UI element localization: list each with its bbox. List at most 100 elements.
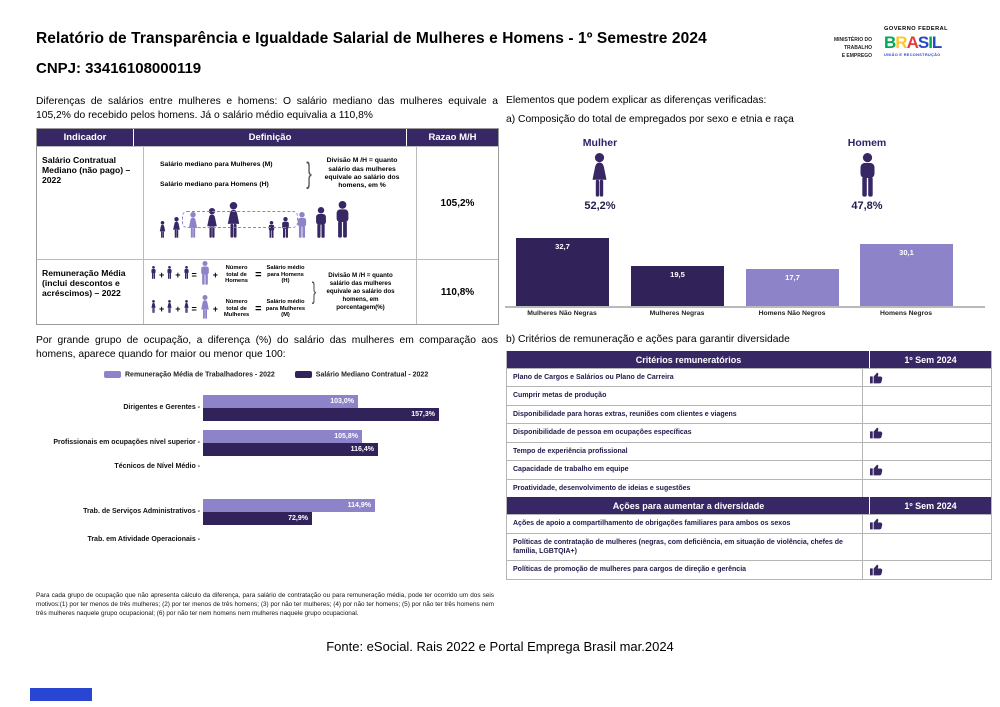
composition-category-label: Homens Não Negros (758, 310, 826, 317)
table-row: Disponibilidade para horas extras, reuni… (507, 404, 991, 424)
criterion-label: Disponibilidade de pessoa em ocupações e… (513, 429, 692, 437)
thumbs-up-icon (862, 515, 991, 533)
period-header: 1º Sem 2024 (870, 351, 991, 368)
table-row: Plano de Cargos e Salários ou Plano de C… (507, 368, 991, 387)
col-definicao: Definição (134, 129, 407, 146)
composition-bar-chart: 32,7 Mulheres Não Negras 19,5 Mulheres Negr… (505, 225, 985, 325)
thumbs-up-icon (862, 369, 991, 387)
period-header: 1º Sem 2024 (870, 497, 991, 515)
man-icon-median (295, 212, 309, 243)
bar-value-label: 72,9% (288, 515, 308, 522)
occupation-intro: Por grande grupo de ocupação, a diferenç… (36, 335, 498, 360)
mulher-label: Mulher (582, 137, 618, 149)
remuneracao-media-bar: 114,9% (203, 499, 375, 512)
criterios-remuneratorios-title: Critérios remuneratórios (508, 351, 870, 368)
mulher-percent: 52,2% (584, 200, 616, 212)
occupation-category-label: Técnicos de Nível Médio - (114, 463, 200, 470)
definition-cell: Salário mediano para Mulheres (M) Salári… (144, 147, 417, 259)
ratio-value: 110,8% (440, 286, 475, 298)
salario-mediano-bar: 116,4% (203, 443, 378, 456)
composition-bar: 19,5 (631, 266, 724, 306)
col-indicador: Indicador (37, 129, 134, 146)
man-icon (183, 266, 190, 284)
empty-cell (862, 533, 991, 561)
woman-icon (183, 300, 190, 318)
criterion-label: Disponibilidade para horas extras, reuni… (513, 410, 737, 418)
occupation-bar-chart: Dirigentes e Gerentes - 103,0% 157,3% Profi… (36, 390, 497, 560)
empty-cell (862, 479, 991, 498)
bar-value-label: 19,5 (670, 270, 685, 279)
brace-glyph: } (306, 157, 312, 190)
definition-cell: + + = + Número total de Homens = (144, 260, 417, 324)
chart-footnote: Para cada grupo de ocupação que não apre… (36, 592, 494, 617)
bar-value-label: 103,0% (330, 398, 354, 405)
brasil-logo: BRASIL (884, 34, 976, 51)
bar-value-label: 114,9% (347, 502, 371, 509)
section-a-title: a) Composição do total de empregados por… (506, 114, 794, 125)
salario-mediano-bar: 72,9% (203, 512, 312, 525)
composition-category-label: Mulheres Negras (649, 310, 705, 317)
man-icon-large (199, 260, 211, 290)
thumbs-up-icon (862, 561, 991, 579)
table-row: Políticas de contratação de mulheres (ne… (507, 532, 991, 561)
women-average-label: Salário médio para Mulheres (M) (265, 299, 306, 319)
women-average-formula: + + = + Número total de Mulheres = (150, 294, 308, 324)
criterion-label: Cumprir metas de produção (513, 392, 607, 400)
occupation-category-label: Trab. em Atividade Operacionais - (87, 536, 200, 543)
table-row: Proatividade, desenvolvimento de ideias … (507, 478, 991, 498)
criterion-label: Políticas de contratação de mulheres (ne… (513, 538, 843, 555)
criteria-table: Critérios remuneratórios 1º Sem 2024 Plano… (506, 351, 992, 580)
criterion-label: Proatividade, desenvolvimento de ideias … (513, 484, 691, 492)
table-row: Políticas de promoção de mulheres para c… (507, 560, 991, 579)
legend-label: Remuneração Média de Trabalhadores - 202… (125, 371, 275, 379)
remuneracao-media-bar: 105,8% (203, 430, 362, 443)
empty-cell (862, 405, 991, 424)
bar-value-label: 30,1 (899, 248, 914, 257)
woman-icon (166, 300, 173, 318)
bar-value-label: 157,3% (411, 411, 435, 418)
division-note: Divisão M /H = quanto salário das mulher… (324, 157, 400, 190)
composition-bar: 30,1 (860, 244, 953, 306)
table-row: Ações de apoio a compartilhamento de obr… (507, 514, 991, 533)
ministry-logo: MINISTÉRIO DO TRABALHO E EMPREGO (798, 36, 872, 60)
woman-icon (171, 217, 182, 243)
legend-label: Salário Mediano Contratual - 2022 (315, 371, 429, 379)
homem-percent: 47,8% (851, 200, 883, 212)
brasil-letter: S (917, 32, 929, 52)
occupation-category-label: Trab. de Serviços Administrativos - (83, 508, 200, 515)
ministry-line: TRABALHO (843, 45, 872, 51)
col-razao: Razao M/H (407, 129, 498, 146)
occupation-category-label: Dirigentes e Gerentes - (123, 404, 200, 411)
man-icon (166, 266, 173, 284)
division-note: Divisão M /H = quanto salário das mulher… (326, 271, 395, 312)
ratio-value: 105,2% (440, 197, 475, 209)
homem-label: Homem (847, 137, 887, 149)
man-figure-icon (856, 153, 879, 202)
men-average-label: Salário médio para Homens (H) (266, 265, 305, 285)
women-count-label: Número total de Mulheres (223, 299, 250, 319)
median-women-label: Salário mediano para Mulheres (M) (160, 160, 273, 168)
remuneracao-media-bar: 103,0% (203, 395, 358, 408)
median-connector-box (182, 211, 298, 228)
population-figures (158, 201, 416, 243)
brasil-letter: A (906, 32, 919, 52)
thumbs-up-icon (862, 461, 991, 479)
indicator-label: Remuneração Média (inclui descontos e ac… (37, 260, 144, 324)
occupation-category-label: Profissionais em ocupações nível superio… (53, 439, 200, 446)
acoes-diversidade-title: Ações para aumentar a diversidade (508, 497, 870, 515)
composition-category-label: Mulheres Não Negras (527, 310, 597, 317)
man-icon (150, 266, 157, 284)
criterion-label: Plano de Cargos e Salários ou Plano de C… (513, 374, 674, 381)
x-axis-line (505, 306, 985, 308)
woman-icon (150, 300, 157, 318)
bar-value-label: 17,7 (785, 273, 800, 282)
indicator-table-header: Indicador Definição Razao M/H (37, 129, 498, 146)
man-icon (267, 221, 276, 243)
bar-value-label: 116,4% (350, 446, 374, 453)
thumbs-up-icon (862, 424, 991, 442)
governo-federal-logo: GOVERNO FEDERAL BRASIL UNIÃO E RECONSTRU… (884, 26, 976, 57)
brace-glyph: } (311, 278, 316, 305)
composition-bar: 17,7 (746, 269, 839, 306)
table-row: Salário Contratual Mediano (não pago) – … (37, 146, 498, 259)
woman-icon (158, 221, 167, 243)
